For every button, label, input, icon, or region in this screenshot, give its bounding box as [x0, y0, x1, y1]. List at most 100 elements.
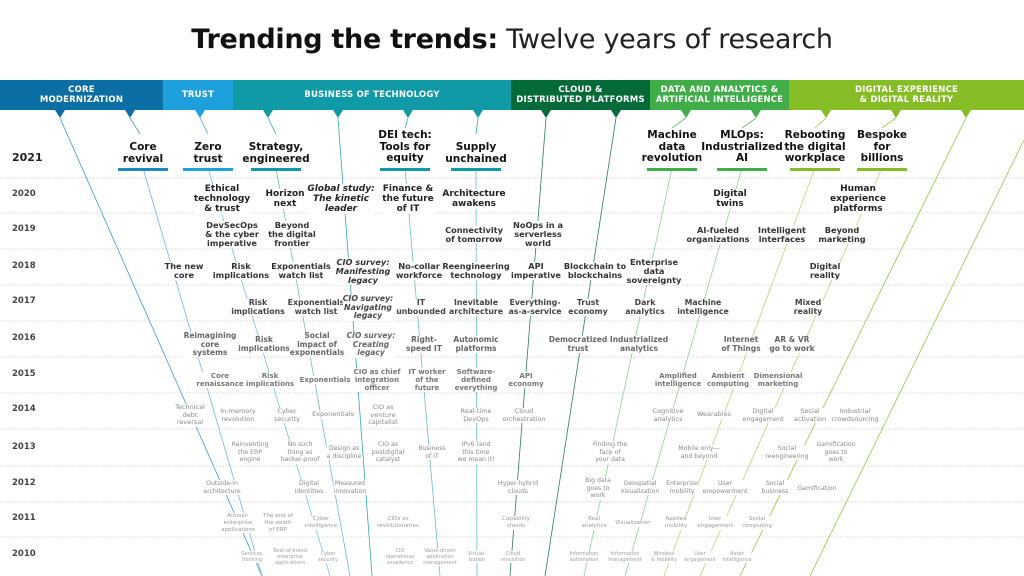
trend-2018-9: Digital reality	[809, 261, 841, 280]
trend-2010-8: Information management	[608, 551, 642, 563]
trend-2021-8: Bespoke for billions	[857, 129, 907, 165]
trend-2019-5: Intelligent interfaces	[758, 225, 806, 244]
category-3: CLOUD & DISTRIBUTED PLATFORMS	[511, 80, 650, 110]
trend-underline	[183, 168, 233, 171]
trend-2013-2: Design as a discipline	[326, 445, 362, 460]
trend-2013-3: CIO as postdigital catalyst	[371, 441, 405, 464]
trend-2020-1: Horizon next	[265, 189, 305, 209]
trend-underline	[857, 168, 907, 171]
trend-2013-7: Mobile only— and beyond	[678, 445, 720, 460]
year-label-2012: 2012	[12, 478, 36, 488]
year-label-2015: 2015	[12, 369, 36, 379]
trend-2021-7: Rebooting the digital workplace	[784, 129, 846, 165]
trend-2011-0: Almost- enterprise applications	[221, 513, 255, 534]
trend-2020-0: Ethical technology & trust	[193, 184, 251, 214]
trend-2021-3: DEI tech: Tools for equity	[378, 129, 432, 165]
trend-2011-2: Cyber intelligence	[304, 516, 338, 530]
trend-2019-4: AI-fueled organizations	[686, 225, 750, 244]
trend-2014-10: Social activation	[793, 407, 827, 423]
category-0: CORE MODERNIZATION	[0, 80, 163, 110]
trend-2010-2: Cyber security	[318, 551, 338, 563]
trend-2012-1: Digital identities	[294, 480, 324, 495]
trend-2021-6: MLOps: Industrialized AI	[701, 129, 783, 165]
trend-2018-1: Risk implications	[212, 261, 270, 280]
trend-2012-6: Enterprise mobility	[666, 480, 698, 495]
trend-2014-1: In-memory revolution	[220, 407, 256, 423]
trend-2011-7: Applied mobility	[664, 516, 688, 530]
trend-underline	[451, 168, 501, 171]
trend-2015-1: Risk implications	[245, 372, 295, 388]
trend-2011-6: Visualization	[615, 520, 651, 527]
trend-2015-2: Exponentials	[299, 376, 351, 384]
trend-2010-5: Virtual- ization	[467, 551, 487, 563]
trend-2019-0: DevSecOps & the cyber imperative	[205, 220, 259, 248]
trend-2010-4: Value-driven application management	[423, 548, 457, 566]
year-label-2013: 2013	[12, 442, 36, 452]
trend-2015-8: Ambient computing	[707, 372, 749, 388]
trend-2021-0: Core revival	[122, 141, 164, 165]
trend-2013-1: No such thing as hacker-proof	[280, 441, 320, 464]
trend-2019-1: Beyond the digital frontier	[268, 220, 316, 248]
trend-2014-2: Cyber security	[274, 407, 300, 423]
trend-2016-7: Industrialized analytics	[609, 335, 669, 353]
year-label-2018: 2018	[12, 261, 36, 271]
trend-underline	[790, 168, 840, 171]
trend-2015-9: Dimensional marketing	[753, 372, 803, 388]
trend-2010-6: Cloud revolution	[500, 551, 526, 563]
title-light: Twelve years of research	[497, 24, 833, 55]
trend-2019-6: Beyond marketing	[818, 225, 866, 244]
trend-2016-0: Reimagining core systems	[183, 331, 237, 358]
trend-2017-1: Exponentials watch list	[287, 298, 345, 316]
trend-underline	[380, 168, 430, 171]
trend-2013-8: Social reengineering	[765, 445, 809, 460]
trend-2016-3: CIO survey: Creating legacy	[346, 331, 396, 358]
trend-2020-6: Human experience platforms	[830, 184, 886, 214]
trend-underline	[251, 168, 301, 171]
trend-2012-9: Gamification	[797, 485, 837, 493]
category-2: BUSINESS OF TECHNOLOGY	[233, 80, 511, 110]
trend-2012-8: Social business	[761, 480, 789, 495]
trend-2012-0: Outside-in architecture	[203, 480, 241, 495]
trend-2013-4: Business of IT	[418, 445, 446, 460]
trend-2021-5: Machine data revolution	[641, 129, 703, 165]
trend-2017-3: IT unbounded	[396, 298, 446, 316]
trend-2018-4: No-collar workforce	[395, 261, 443, 280]
year-label-2014: 2014	[12, 404, 36, 414]
trend-underline	[717, 168, 767, 171]
year-label-2016: 2016	[12, 333, 36, 343]
trend-2015-0: Core renaissance	[196, 372, 244, 388]
trend-2013-5: IPv6 (and this time we mean it)	[457, 441, 495, 464]
year-label-2017: 2017	[12, 296, 36, 306]
trend-2012-3: Hyper-hybrid clouds	[497, 480, 539, 495]
trend-2014-5: Real-time DevOps	[460, 407, 492, 423]
trend-2013-9: Gamification goes to work	[816, 441, 856, 464]
trend-2015-4: IT worker of the future	[408, 368, 446, 392]
trend-2014-11: Industrial crowdsourcing	[831, 407, 879, 423]
trend-2019-2: Connectivity of tomorrow	[445, 225, 503, 244]
trend-2018-0: The new core	[164, 261, 204, 280]
trend-2017-2: CIO survey: Navigating legacy	[342, 294, 394, 321]
year-label-2010: 2010	[12, 549, 36, 559]
trend-2010-7: Information automation	[569, 551, 599, 563]
trend-2011-9: Social computing	[742, 516, 772, 530]
trend-underline	[118, 168, 168, 171]
trend-2012-2: Measured innovation	[333, 480, 367, 495]
trend-2016-8: Internet of Things	[721, 335, 761, 353]
trend-2020-3: Finance & the future of IT	[382, 184, 434, 214]
trend-2016-9: AR & VR go to work	[769, 335, 815, 353]
trend-2016-2: Social impact of exponentials	[289, 331, 345, 358]
trend-2018-3: CIO survey: Manifesting legacy	[335, 257, 391, 285]
trend-2016-5: Autonomic platforms	[453, 335, 499, 353]
trend-2014-7: Cognitive analytics	[652, 407, 684, 423]
trend-2015-3: CIO as chief integration officer	[353, 368, 401, 392]
trend-2010-1: Best-of-breed enterprise applications	[273, 548, 307, 566]
category-5: DIGITAL EXPERIENCE & DIGITAL REALITY	[789, 80, 1024, 110]
trend-2016-6: Democratized trust	[548, 335, 608, 353]
trend-underline	[647, 168, 697, 171]
trend-2014-6: Cloud orchestration	[502, 407, 546, 423]
trend-2010-9: Wireless & mobility	[651, 551, 677, 563]
trend-2014-0: Technical debt reversal	[175, 403, 205, 427]
trend-2020-5: Digital twins	[713, 189, 747, 209]
trend-2010-10: User engagement	[684, 551, 716, 563]
trend-2014-4: CIO as venture capitalist	[368, 403, 398, 427]
